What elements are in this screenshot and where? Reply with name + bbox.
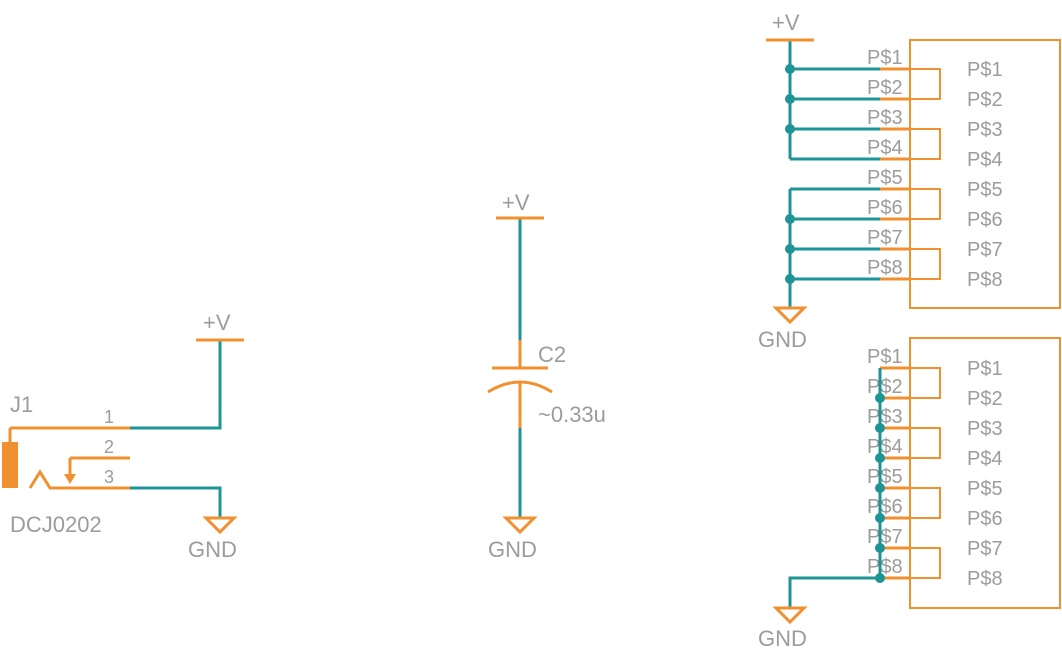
junction-dot	[875, 423, 885, 433]
top-inner-pin-1: P$1	[967, 59, 1003, 81]
connector-bottom-body	[909, 337, 1061, 609]
bottom-inner-pin-2: P$2	[967, 388, 1003, 410]
bottom-outer-pin-2: P$2	[867, 376, 903, 398]
connector-top-wires	[785, 40, 880, 308]
jack-pin-3-number: 3	[104, 467, 114, 487]
top-outer-pin-2: P$2	[867, 77, 903, 99]
top-inner-pin-7: P$7	[967, 239, 1003, 261]
jack-wires	[130, 340, 222, 518]
top-inner-pin-4: P$4	[967, 149, 1003, 171]
junction-dot	[785, 214, 795, 224]
connector-bottom[interactable]: P$1 P$2 P$3 P$4 P$5 P$6 P$7 P$8 P$1 P$2 …	[867, 337, 1061, 609]
bottom-outer-pin-5: P$5	[867, 466, 903, 488]
jack-switch-symbol	[28, 469, 130, 490]
vplus-label: +V	[502, 190, 530, 215]
supply-vplus-top: +V	[766, 10, 814, 42]
bottom-inner-pin-5: P$5	[967, 478, 1003, 500]
bottom-inner-pin-6: P$6	[967, 508, 1003, 530]
jack-name-label: J1	[10, 392, 33, 417]
top-inner-pin-3: P$3	[967, 119, 1003, 141]
jack-pin2-arrow	[64, 474, 76, 484]
top-inner-pin-6: P$6	[967, 209, 1003, 231]
gnd-label: GND	[758, 626, 807, 651]
jack-body	[2, 442, 18, 488]
junction-dot	[785, 64, 795, 74]
gnd-label: GND	[188, 537, 237, 562]
top-outer-pin-8: P$8	[867, 257, 903, 279]
top-outer-pin-3: P$3	[867, 107, 903, 129]
gnd-symbol-jack: GND	[188, 516, 238, 562]
top-inner-pin-2: P$2	[967, 89, 1003, 111]
supply-vplus-jack: +V	[196, 310, 244, 342]
gnd-symbol-top: GND	[758, 306, 808, 352]
junction-dot	[785, 94, 795, 104]
top-inner-pin-5: P$5	[967, 179, 1003, 201]
cap-value-label: ~0.33u	[538, 402, 606, 427]
connector-top[interactable]: P$1 P$2 P$3 P$4 P$5 P$6 P$7 P$8 P$1 P$2 …	[867, 39, 1061, 309]
jack-j1[interactable]: 1 2 3 J1 DCJ0202	[2, 392, 130, 537]
connector-bottom-wires	[788, 368, 885, 608]
bottom-inner-pin-8: P$8	[967, 568, 1003, 590]
gnd-symbol-cap: GND	[488, 516, 538, 562]
vplus-label: +V	[772, 10, 800, 35]
junction-dot	[875, 453, 885, 463]
top-outer-pin-6: P$6	[867, 197, 903, 219]
junction-dot	[875, 483, 885, 493]
wire-jack-pin1-to-vplus	[130, 340, 222, 430]
bottom-outer-pin-8: P$8	[867, 556, 903, 578]
bottom-outer-pin-3: P$3	[867, 406, 903, 428]
top-outer-pin-5: P$5	[867, 167, 903, 189]
junction-dot	[785, 274, 795, 284]
cap-name-label: C2	[538, 342, 566, 367]
gnd-symbol-bottom: GND	[758, 606, 808, 651]
bottom-inner-pin-4: P$4	[967, 448, 1003, 470]
jack-pin-1-number: 1	[104, 407, 114, 427]
jack-value-label: DCJ0202	[10, 512, 102, 537]
junction-dot	[785, 244, 795, 254]
supply-vplus-cap: +V	[496, 190, 544, 220]
bottom-outer-pin-7: P$7	[867, 526, 903, 548]
bottom-inner-pin-3: P$3	[967, 418, 1003, 440]
junction-dot	[785, 124, 795, 134]
top-inner-pin-8: P$8	[967, 269, 1003, 291]
bottom-outer-pin-6: P$6	[867, 496, 903, 518]
junction-dot	[875, 513, 885, 523]
bottom-outer-pin-4: P$4	[867, 436, 903, 458]
gnd-label: GND	[488, 537, 537, 562]
gnd-label: GND	[758, 327, 807, 352]
bottom-outer-pin-1: P$1	[867, 346, 903, 368]
top-outer-pin-1: P$1	[867, 47, 903, 69]
capacitor-c2[interactable]: C2 ~0.33u	[487, 340, 606, 428]
bottom-inner-pin-7: P$7	[967, 538, 1003, 560]
jack-pin-2-number: 2	[104, 437, 114, 457]
junction-dot	[875, 393, 885, 403]
connector-top-body	[909, 39, 1061, 309]
top-outer-pin-7: P$7	[867, 227, 903, 249]
vplus-label: +V	[203, 310, 231, 335]
top-outer-pin-4: P$4	[867, 137, 903, 159]
wire-jack-pin3-to-gnd	[130, 486, 222, 518]
bottom-inner-pin-1: P$1	[967, 358, 1003, 380]
junction-dot	[875, 543, 885, 553]
